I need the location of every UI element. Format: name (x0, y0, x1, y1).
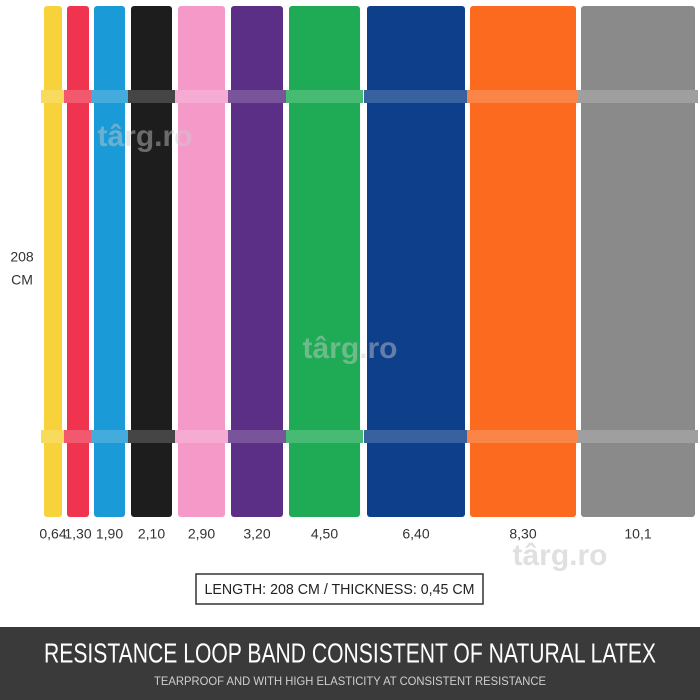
band (289, 6, 360, 517)
band-strap (91, 430, 128, 443)
band-strap (286, 430, 363, 443)
band-strap (467, 90, 579, 103)
band-strap-shade (467, 430, 579, 443)
band (131, 6, 172, 517)
bands (41, 6, 698, 517)
band (470, 6, 576, 517)
footer (0, 627, 700, 700)
band-strap (364, 430, 468, 443)
band-strap (578, 90, 698, 103)
band-strap-shade (578, 90, 698, 103)
band-strap-shade (64, 430, 92, 443)
band-strap (467, 430, 579, 443)
band-label: 10,1 (624, 526, 651, 542)
band-strap (364, 90, 468, 103)
band-label: 6,40 (402, 526, 429, 542)
band-strap (175, 90, 228, 103)
band-strap-shade (578, 430, 698, 443)
band-strap (91, 90, 128, 103)
band-strap-shade (286, 90, 363, 103)
band-strap-shade (128, 430, 175, 443)
band-strap (286, 90, 363, 103)
footer-subtitle: TEARPROOF AND WITH HIGH ELASTICITY AT CO… (154, 674, 546, 688)
band-strap (228, 90, 286, 103)
band-strap (128, 430, 175, 443)
band-strap (578, 430, 698, 443)
band-strap-shade (91, 90, 128, 103)
watermark: târg.ro (302, 332, 397, 365)
footer-title: RESISTANCE LOOP BAND CONSISTENT OF NATUR… (44, 637, 656, 668)
spec-text: LENGTH: 208 CM / THICKNESS: 0,45 CM (205, 581, 475, 598)
band-strap (41, 90, 65, 103)
side-label: 208 (10, 249, 34, 265)
band-strap-shade (228, 430, 286, 443)
band (67, 6, 89, 517)
band-label: 2,10 (138, 526, 165, 542)
band-strap-shade (128, 90, 175, 103)
band (178, 6, 225, 517)
band-label: 1,90 (96, 526, 123, 542)
band-strap (64, 430, 92, 443)
band-strap (228, 430, 286, 443)
band-label: 3,20 (243, 526, 270, 542)
band-strap-shade (467, 90, 579, 103)
band-strap-shade (91, 430, 128, 443)
band-strap-shade (64, 90, 92, 103)
band (44, 6, 62, 517)
band (94, 6, 125, 517)
band-label: 1,30 (64, 526, 91, 542)
band-strap (175, 430, 228, 443)
band-label: 2,90 (188, 526, 215, 542)
watermark: târg.ro (97, 120, 192, 153)
band (367, 6, 465, 517)
band-strap (41, 430, 65, 443)
band-strap (128, 90, 175, 103)
band-label: 4,50 (311, 526, 338, 542)
band (231, 6, 283, 517)
band (581, 6, 695, 517)
band-strap-shade (175, 430, 228, 443)
watermark: târg.ro (512, 539, 607, 572)
band-strap-shade (286, 430, 363, 443)
band-strap-shade (364, 90, 468, 103)
band-strap-shade (41, 90, 65, 103)
band-label: 0,64 (39, 526, 66, 542)
spec-box (195, 573, 484, 605)
band-label: 8,30 (509, 526, 536, 542)
band-strap-shade (175, 90, 228, 103)
band-strap (64, 90, 92, 103)
band-strap-shade (364, 430, 468, 443)
band-strap-shade (41, 430, 65, 443)
band-strap-shade (228, 90, 286, 103)
side-label: CM (11, 272, 33, 288)
